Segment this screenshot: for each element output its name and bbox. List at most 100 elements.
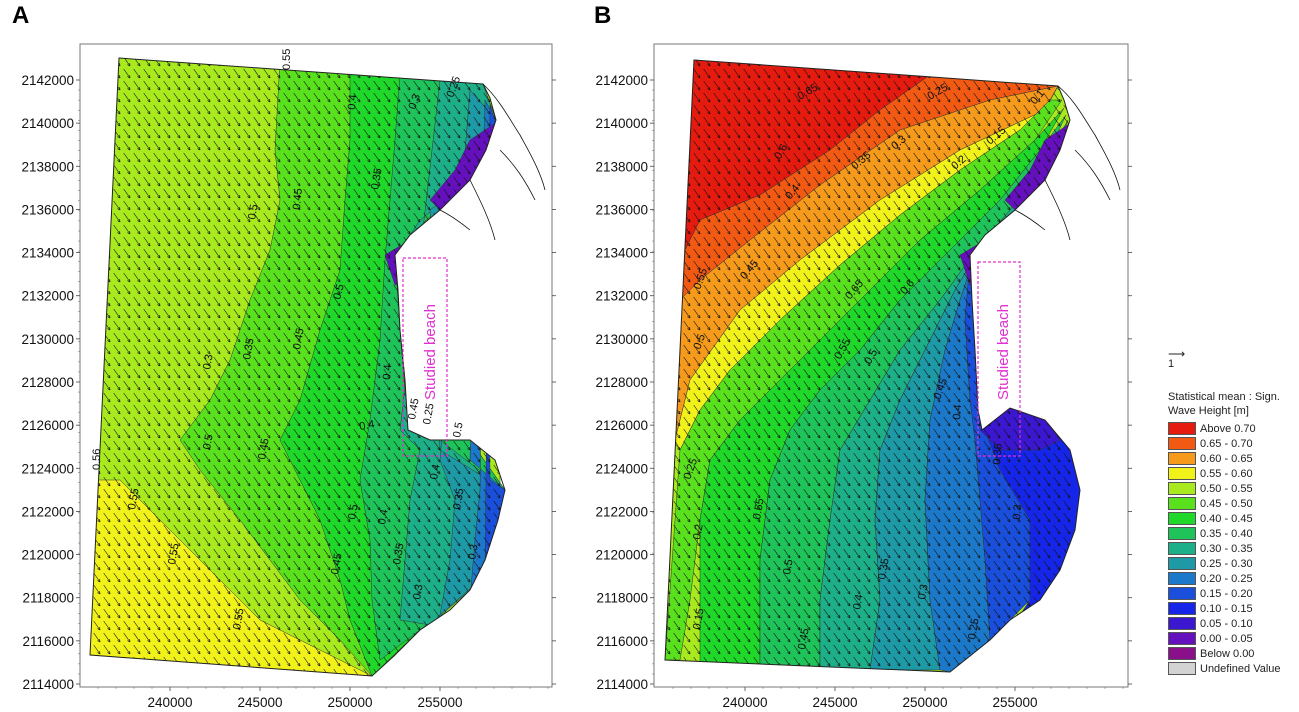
wave-vector (463, 188, 471, 199)
wave-vector-head (477, 208, 481, 211)
wave-vector (423, 356, 431, 367)
wave-vector-head (447, 496, 451, 499)
wave-vector (463, 212, 471, 223)
wave-vector (133, 500, 141, 511)
wave-vector (393, 296, 401, 307)
wave-vector-head (377, 280, 381, 283)
contour-band (90, 58, 501, 676)
wave-vector (253, 68, 261, 79)
wave-vector (454, 45, 460, 54)
wave-vector (493, 248, 501, 259)
wave-vector (123, 236, 131, 247)
wave-vector-head (337, 448, 341, 451)
wave-vector (103, 428, 111, 439)
wave-vector-head (157, 376, 161, 379)
wave-vector (413, 58, 421, 67)
wave-vector-head (467, 136, 471, 139)
wave-vector (253, 404, 261, 415)
wave-vector (343, 80, 351, 91)
wave-vector (323, 500, 331, 511)
wave-vector-head (357, 208, 361, 211)
wave-vector (233, 68, 241, 79)
wave-vector-head (487, 160, 491, 163)
wave-vector-head (257, 256, 261, 259)
wave-vector-head (147, 328, 151, 331)
wave-vector-head (217, 412, 221, 415)
wave-vector (313, 58, 321, 67)
wave-vector-head (257, 88, 261, 91)
wave-vector (333, 296, 341, 307)
wave-vector (383, 116, 391, 127)
wave-vector-head (317, 244, 321, 247)
wave-vector (173, 248, 181, 259)
wave-vector-head (97, 256, 101, 259)
wave-vector-head (97, 448, 101, 451)
wave-vector (143, 320, 151, 331)
wave-vector-head (257, 220, 261, 223)
wave-vector (113, 392, 121, 403)
wave-vector (483, 428, 491, 439)
wave-vector-head (237, 376, 241, 379)
wave-vector (183, 212, 191, 223)
wave-vector-head (257, 76, 261, 79)
wave-vector (303, 224, 311, 235)
wave-vector (93, 58, 101, 67)
wave-vector-head (237, 484, 241, 487)
wave-vector (93, 464, 101, 475)
wave-vector (113, 440, 121, 451)
wave-vector (103, 308, 111, 319)
wave-vector (183, 260, 191, 271)
wave-vector-head (127, 88, 131, 91)
wave-vector (403, 188, 411, 199)
wave-vector-head (157, 340, 161, 343)
wave-vector (203, 236, 211, 247)
wave-vector (203, 248, 211, 259)
wave-vector-head (257, 244, 261, 247)
wave-vector-head (367, 328, 371, 331)
wave-vector (343, 152, 351, 163)
wave-vector (283, 176, 291, 187)
wave-vector-head (347, 88, 351, 91)
wave-vector (443, 308, 451, 319)
wave-vector (123, 272, 131, 283)
wave-vector (253, 128, 261, 139)
wave-vector (273, 224, 281, 235)
wave-vector-head (127, 232, 131, 235)
wave-vector (463, 248, 471, 259)
wave-vector (304, 45, 310, 54)
wave-vector-head (137, 424, 141, 427)
wave-vector (283, 164, 291, 175)
wave-vector (433, 440, 441, 451)
wave-vector-head (287, 53, 290, 54)
wave-vector (143, 92, 151, 103)
wave-vector-head (267, 460, 271, 463)
wave-vector (293, 500, 301, 511)
wave-vector-head (167, 316, 171, 319)
wave-vector-head (437, 496, 441, 499)
wave-vector-head (487, 53, 490, 54)
wave-vector-head (237, 508, 241, 511)
wave-vector-head (197, 256, 201, 259)
wave-vector (233, 272, 241, 283)
wave-vector-head (447, 388, 451, 391)
wave-vector-head (237, 208, 241, 211)
wave-vector-head (167, 304, 171, 307)
wave-vector (283, 224, 291, 235)
wave-vector (193, 512, 201, 523)
wave-vector (483, 176, 491, 187)
wave-vector (423, 212, 431, 223)
wave-vector (343, 260, 351, 271)
wave-vector-head (147, 220, 151, 223)
wave-vector (203, 200, 211, 211)
wave-vector-head (437, 400, 441, 403)
wave-vector (463, 104, 471, 115)
wave-vector (413, 116, 421, 127)
wave-vector (403, 416, 411, 427)
wave-vector (163, 500, 171, 511)
wave-vector (173, 428, 181, 439)
wave-vector-head (147, 280, 151, 283)
wave-vector-head (107, 292, 111, 295)
wave-vector-head (457, 208, 461, 211)
wave-vector-head (187, 340, 191, 343)
